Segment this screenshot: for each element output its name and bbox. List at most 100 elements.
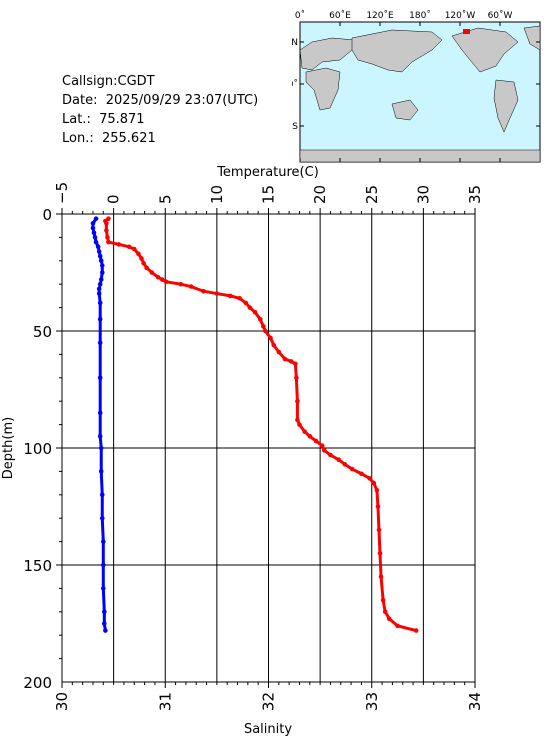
map-top-labels: 0˚ 60˚E 120˚E 180˚ 120˚W 60˚W — [295, 10, 513, 21]
temperature-data-point — [106, 239, 111, 245]
temperature-data-point — [377, 551, 383, 556]
salinity-data-point — [99, 515, 105, 521]
salinity-tick-label: 32 — [260, 692, 278, 711]
salinity-data-point — [97, 434, 103, 439]
salinity-data-point — [98, 469, 104, 474]
temperature-data-point — [387, 616, 392, 622]
temperature-data-point — [163, 279, 169, 285]
salinity-tick-label: 31 — [156, 692, 174, 711]
salinity-data-point — [101, 586, 106, 591]
temperature-data-point — [243, 300, 249, 306]
temperature-data-point — [376, 527, 382, 533]
land-shape — [523, 25, 541, 51]
longitude-text: Lon.: 255.621 — [62, 131, 156, 146]
salinity-axis: 30 31 32 33 34 — [53, 682, 484, 711]
temperature-data-point — [395, 623, 400, 629]
depth-axis-title: Depth(m) — [1, 417, 16, 479]
temperature-data-point — [342, 462, 348, 467]
land-shape — [493, 79, 519, 133]
temperature-series-line — [103, 217, 417, 632]
temperature-data-point — [380, 597, 386, 603]
land-shape — [351, 29, 443, 73]
salinity-data-point — [91, 230, 97, 236]
salinity-data-point — [95, 244, 101, 250]
latitude-text: Lat.: 75.871 — [62, 112, 145, 127]
map-latitude-label: 60˚S — [292, 121, 298, 132]
depth-axis: 0 50 100 150 200 — [23, 206, 62, 692]
map-latitude-label: 60˚N — [292, 37, 298, 48]
temperature-data-point — [104, 228, 109, 233]
depth-tick-label: 100 — [23, 440, 52, 458]
salinity-tick-label: 34 — [466, 692, 484, 711]
salinity-data-point — [96, 286, 102, 292]
station-info: Callsign:CGDT Date: 2025/09/29 23:07(UTC… — [62, 72, 258, 148]
temperature-data-point — [237, 295, 242, 301]
temperature-data-point — [104, 221, 109, 226]
salinity-data-point — [93, 239, 99, 245]
temperature-data-point — [349, 466, 355, 472]
date-text: Date: 2025/09/29 23:07(UTC) — [62, 93, 259, 108]
temperature-data-point — [293, 361, 298, 367]
salinity-data-point — [97, 410, 103, 416]
salinity-data-point — [101, 562, 106, 568]
temperature-data-point — [155, 274, 161, 280]
temperature-tick-label: 15 — [260, 185, 278, 204]
land-shape — [391, 99, 419, 121]
temperature-data-point — [294, 375, 299, 381]
salinity-data-point — [96, 291, 102, 296]
temperature-data-point — [141, 260, 146, 266]
salinity-data-point — [99, 492, 105, 498]
temperature-data-point — [382, 609, 388, 615]
temperature-data-point — [374, 487, 380, 493]
temperature-data-point — [136, 251, 141, 257]
temperature-axis-title: Temperature(C) — [216, 165, 319, 180]
temperature-data-point — [359, 471, 364, 477]
temperature-data-point — [367, 476, 372, 481]
salinity-axis-title: Salinity — [244, 722, 292, 736]
temperature-axis: −5 0 5 10 15 20 25 30 35 — [53, 182, 484, 214]
temperature-data-point — [105, 235, 110, 240]
temperature-data-point — [139, 256, 144, 261]
map-ticks — [299, 22, 540, 162]
salinity-data-point — [103, 628, 108, 633]
temperature-tick-label: −5 — [53, 182, 71, 204]
temperature-tick-label: 0 — [105, 194, 123, 204]
salinity-tick-label: 33 — [363, 692, 381, 711]
temperature-data-point — [131, 246, 137, 252]
callsign-text: Callsign:CGDT — [62, 74, 155, 89]
salinity-data-point — [102, 621, 107, 626]
depth-tick-label: 50 — [33, 323, 52, 341]
salinity-data-point — [99, 263, 105, 268]
map-land — [299, 25, 541, 163]
temperature-data-point — [288, 359, 294, 364]
temperature-data-point — [313, 438, 319, 444]
temperature-data-point — [321, 448, 327, 453]
temperature-data-point — [252, 309, 258, 315]
salinity-data-point — [99, 270, 105, 275]
map-left-labels: 60˚N 0˚ 60˚S — [292, 37, 298, 132]
temperature-data-point — [247, 305, 253, 310]
temperature-data-point — [268, 335, 273, 341]
temperature-data-point — [126, 244, 132, 250]
salinity-data-point — [90, 225, 96, 231]
salinity-data-point — [97, 253, 103, 259]
temperature-tick-label: 10 — [208, 185, 226, 204]
salinity-data-point — [98, 445, 104, 451]
temperature-data-point — [178, 281, 184, 287]
temperature-data-point — [371, 480, 377, 486]
temperature-data-point — [159, 277, 165, 282]
temperature-data-point — [295, 398, 300, 404]
temperature-data-point — [297, 422, 302, 427]
temperature-data-point — [328, 452, 333, 458]
map-longitude-label: 60˚E — [329, 10, 351, 21]
salinity-data-point — [102, 609, 107, 615]
temperature-data-point — [227, 293, 233, 299]
salinity-data-point — [96, 249, 102, 254]
map-longitude-label: 120˚W — [445, 10, 476, 21]
land-shape — [305, 67, 341, 111]
map-longitude-label: 120˚E — [366, 10, 394, 21]
temperature-data-point — [375, 504, 381, 509]
temperature-data-point — [263, 328, 268, 334]
temperature-data-point — [307, 434, 313, 439]
salinity-data-point — [101, 539, 106, 544]
